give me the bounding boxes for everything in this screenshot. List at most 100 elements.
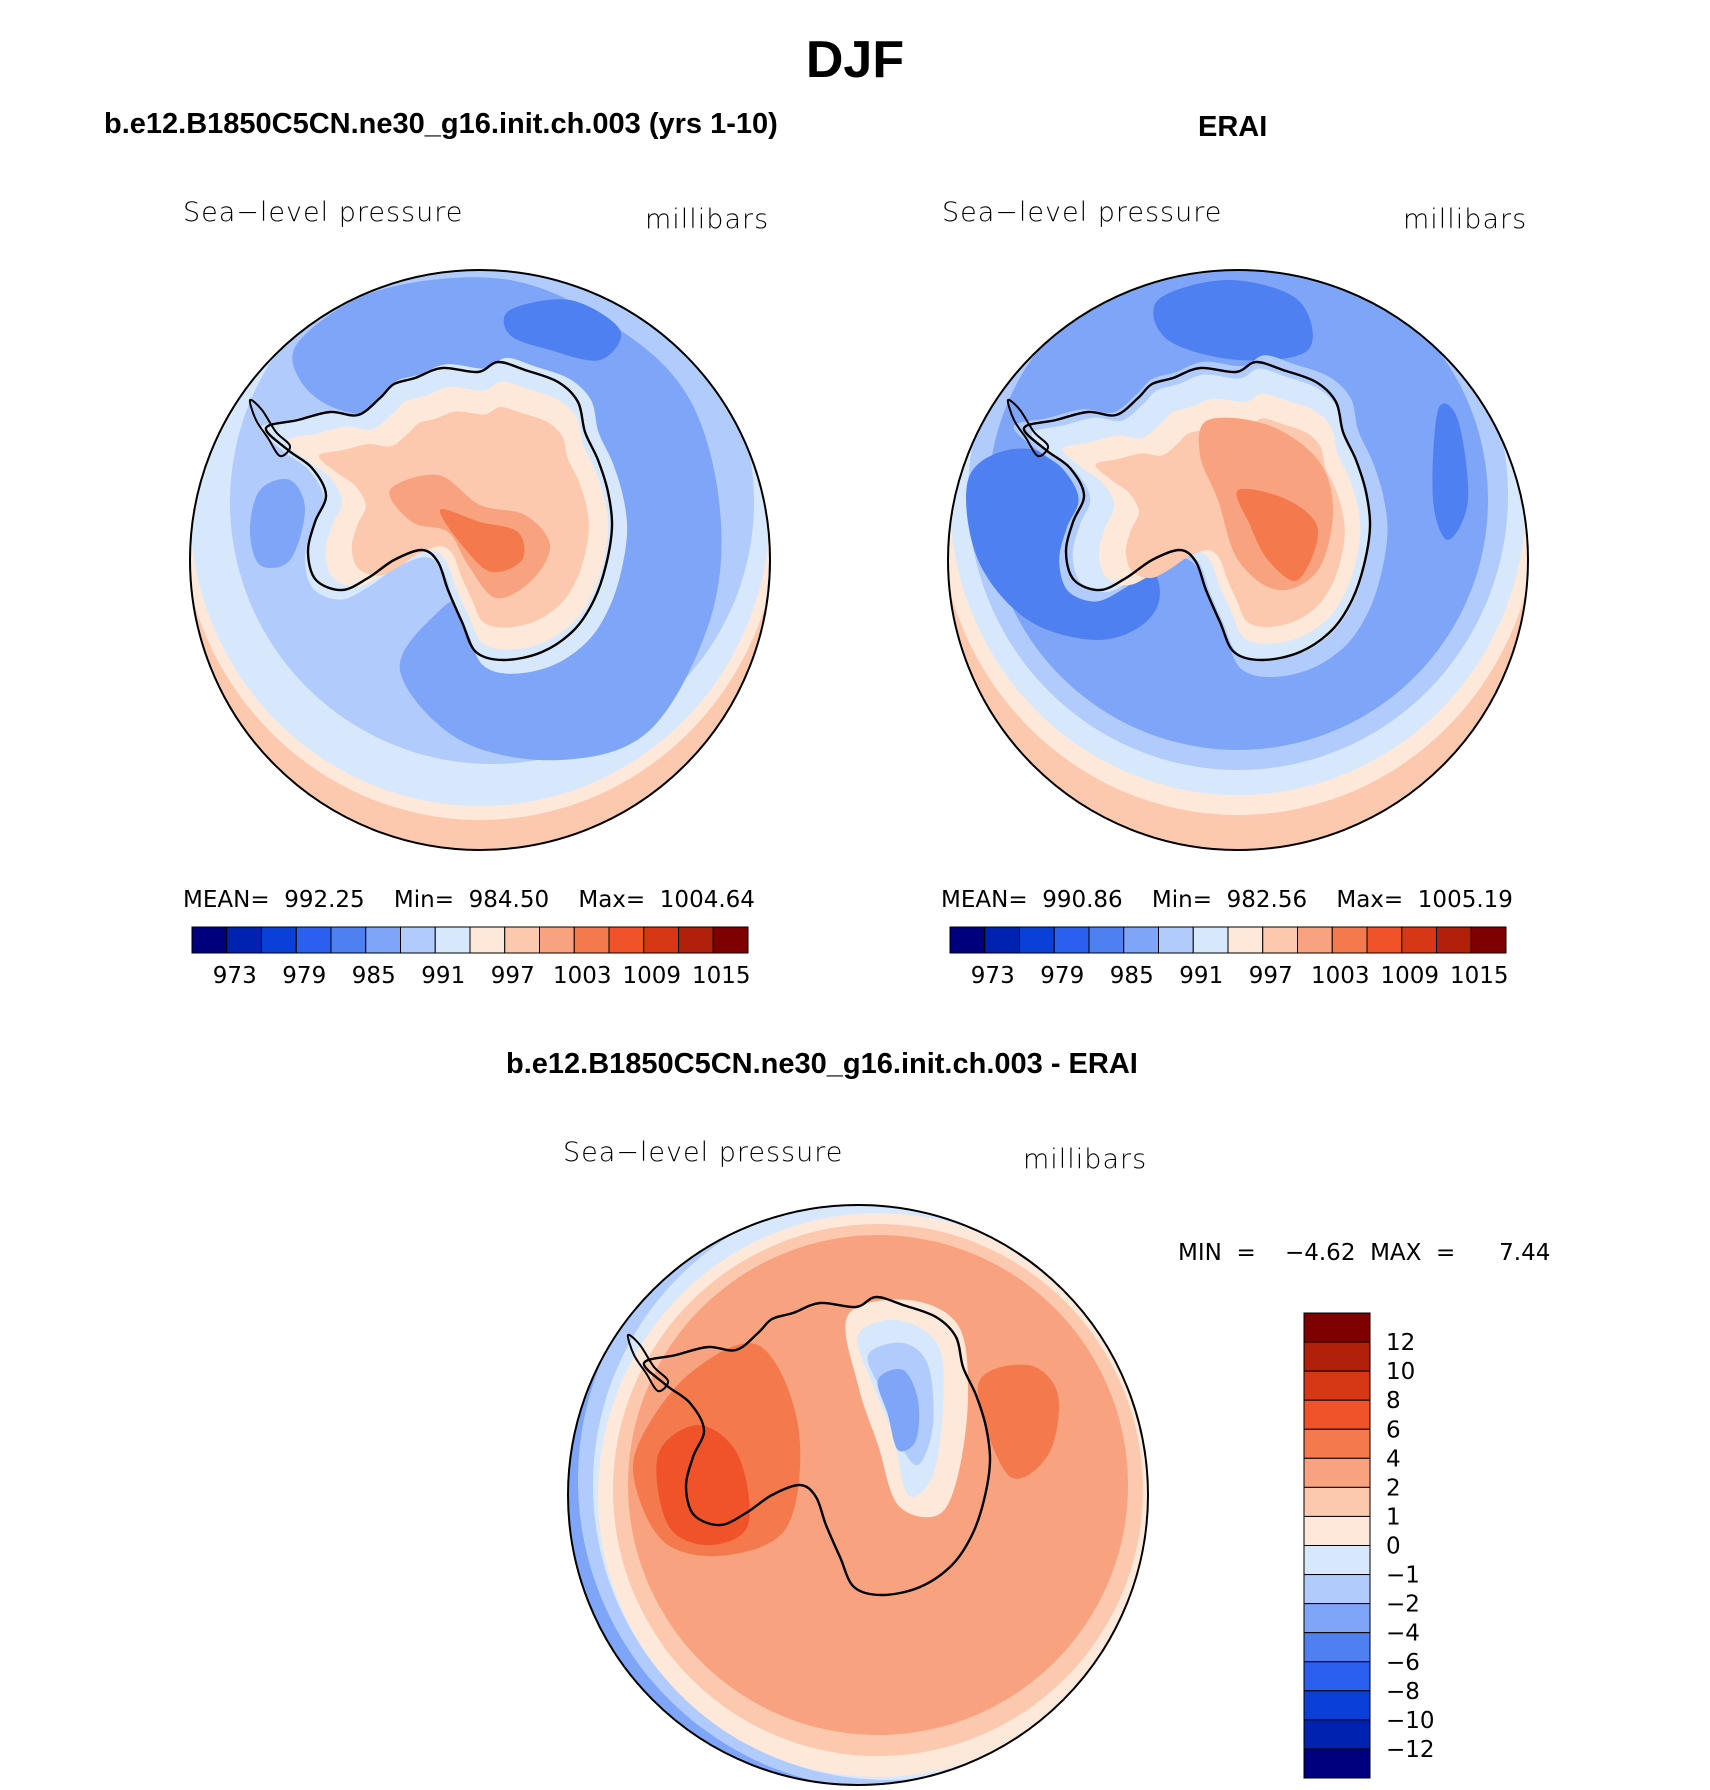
cb3-tick-label: −12 <box>1386 1737 1435 1763</box>
cb2-tick-label: 1015 <box>1450 963 1509 989</box>
contour-band-6 <box>1153 280 1313 361</box>
contour-band-7 <box>656 1425 750 1545</box>
cb1-tick-label: 1015 <box>692 963 751 989</box>
contour-band-12 <box>877 1369 920 1452</box>
cb2-tick-label: 1003 <box>1311 963 1370 989</box>
cb3-tick-label: 6 <box>1386 1417 1401 1443</box>
panel-2-variable-label: Sea−level pressure <box>942 197 1223 228</box>
panel-3-stats: MIN = −4.62 MAX = 7.44 <box>1178 1240 1551 1266</box>
cb3-swatch-5 <box>1303 1428 1371 1459</box>
cb2-swatch-10 <box>1262 926 1298 954</box>
cb1-swatch-15 <box>678 926 714 954</box>
cb2-swatch-12 <box>1331 926 1368 954</box>
cb3-swatch-4 <box>1303 1399 1371 1430</box>
cb3-swatch-11 <box>1303 1603 1371 1634</box>
cb3-swatch-7 <box>1303 1486 1371 1517</box>
antarctica-coastline <box>1022 360 1372 662</box>
panel-3-title: b.e12.B1850C5CN.ne30_g16.init.ch.003 - E… <box>506 1048 1138 1080</box>
cb3-swatch-8 <box>1303 1515 1371 1546</box>
cb2-swatch-4 <box>1053 926 1090 954</box>
cb2-swatch-2 <box>984 926 1020 954</box>
cb1-swatch-7 <box>400 926 436 954</box>
cb3-tick-label: 10 <box>1386 1359 1415 1385</box>
cb3-swatch-3 <box>1303 1370 1371 1401</box>
peninsula-coastline <box>248 398 292 458</box>
cb1-swatch-12 <box>573 926 610 954</box>
cb2-tick-label: 991 <box>1179 963 1223 989</box>
contour-band-6 <box>503 299 622 361</box>
cb1-swatch-13 <box>608 926 645 954</box>
cb3-swatch-10 <box>1303 1574 1371 1605</box>
panel-2-polar-map <box>947 269 1529 851</box>
panel-3-polar-map <box>567 1204 1149 1786</box>
cb2-swatch-1 <box>949 926 986 954</box>
cb1-tick-label: 979 <box>282 963 326 989</box>
cb1-swatch-8 <box>434 926 471 954</box>
cb2-swatch-11 <box>1297 926 1333 954</box>
cb2-swatch-9 <box>1227 926 1264 954</box>
cb1-swatch-11 <box>539 926 575 954</box>
contour-band-8 <box>977 1364 1060 1479</box>
panel-3-variable-label: Sea−level pressure <box>563 1137 844 1168</box>
cb3-tick-label: −6 <box>1386 1650 1420 1676</box>
cb1-swatch-5 <box>330 926 367 954</box>
cb3-tick-label: 0 <box>1386 1534 1401 1560</box>
figure-title: DJF <box>805 31 905 89</box>
panel-2-title: ERAI <box>1198 111 1268 143</box>
map-boundary <box>947 269 1529 851</box>
cb2-swatch-8 <box>1192 926 1229 954</box>
cb3-tick-label: 12 <box>1386 1330 1415 1356</box>
peninsula-coastline <box>626 1333 670 1393</box>
cb3-tick-label: 4 <box>1386 1446 1401 1472</box>
panel-2-colorbar: 973 979 985 991 997 1003 1009 1015 <box>949 926 1509 989</box>
cb3-swatch-9 <box>1303 1545 1371 1576</box>
cb3-tick-label: 1 <box>1386 1504 1401 1530</box>
map-boundary <box>567 1204 1149 1786</box>
contour-band-11 <box>439 508 525 573</box>
cb1-swatch-9 <box>469 926 506 954</box>
cb2-tick-label: 985 <box>1110 963 1154 989</box>
cb1-tick-label: 985 <box>352 963 396 989</box>
contour-band-13 <box>1236 488 1319 581</box>
panel-1-units-label: millibars <box>645 204 770 235</box>
cb2-tick-label: 997 <box>1249 963 1293 989</box>
contour-fills <box>948 270 1528 815</box>
contour-fills <box>578 1205 1148 1785</box>
contour-band-5 <box>250 478 305 569</box>
cb3-swatch-13 <box>1303 1661 1371 1692</box>
cb1-swatch-6 <box>365 926 401 954</box>
panel-1-stats: MEAN= 992.25 Min= 984.50 Max= 1004.64 <box>183 887 755 913</box>
antarctica-coastline <box>264 360 614 662</box>
cb2-swatch-14 <box>1401 926 1437 954</box>
cb1-swatch-10 <box>504 926 540 954</box>
cb2-swatch-6 <box>1123 926 1159 954</box>
panel-2-stats: MEAN= 990.86 Min= 982.56 Max= 1005.19 <box>941 887 1513 913</box>
cb2-swatch-16 <box>1470 926 1507 954</box>
cb2-tick-label: 973 <box>971 963 1015 989</box>
map-boundary <box>189 269 771 851</box>
cb1-tick-label: 997 <box>491 963 535 989</box>
cb3-swatch-14 <box>1303 1690 1371 1721</box>
cb2-swatch-7 <box>1158 926 1194 954</box>
cb1-tick-label: 1003 <box>553 963 612 989</box>
peninsula-coastline <box>1006 398 1050 458</box>
cb1-tick-label: 1009 <box>622 963 681 989</box>
cb3-tick-label: −8 <box>1386 1679 1420 1705</box>
cb3-tick-label: −1 <box>1386 1563 1420 1589</box>
cb2-swatch-15 <box>1436 926 1472 954</box>
cb3-tick-label: −4 <box>1386 1621 1420 1647</box>
cb2-swatch-13 <box>1366 926 1403 954</box>
cb3-swatch-12 <box>1303 1632 1371 1663</box>
cb1-swatch-3 <box>261 926 297 954</box>
cb3-tick-label: −2 <box>1386 1592 1420 1618</box>
antarctica-coastline <box>642 1295 992 1597</box>
cb1-swatch-2 <box>226 926 262 954</box>
cb1-swatch-4 <box>295 926 332 954</box>
cb3-swatch-1 <box>1303 1312 1371 1343</box>
panel-1-title: b.e12.B1850C5CN.ne30_g16.init.ch.003 (yr… <box>104 108 778 140</box>
contour-fills <box>190 270 770 820</box>
panel-2-units-label: millibars <box>1403 204 1528 235</box>
cb2-tick-label: 1009 <box>1380 963 1439 989</box>
panel-3-units-label: millibars <box>1023 1144 1148 1175</box>
